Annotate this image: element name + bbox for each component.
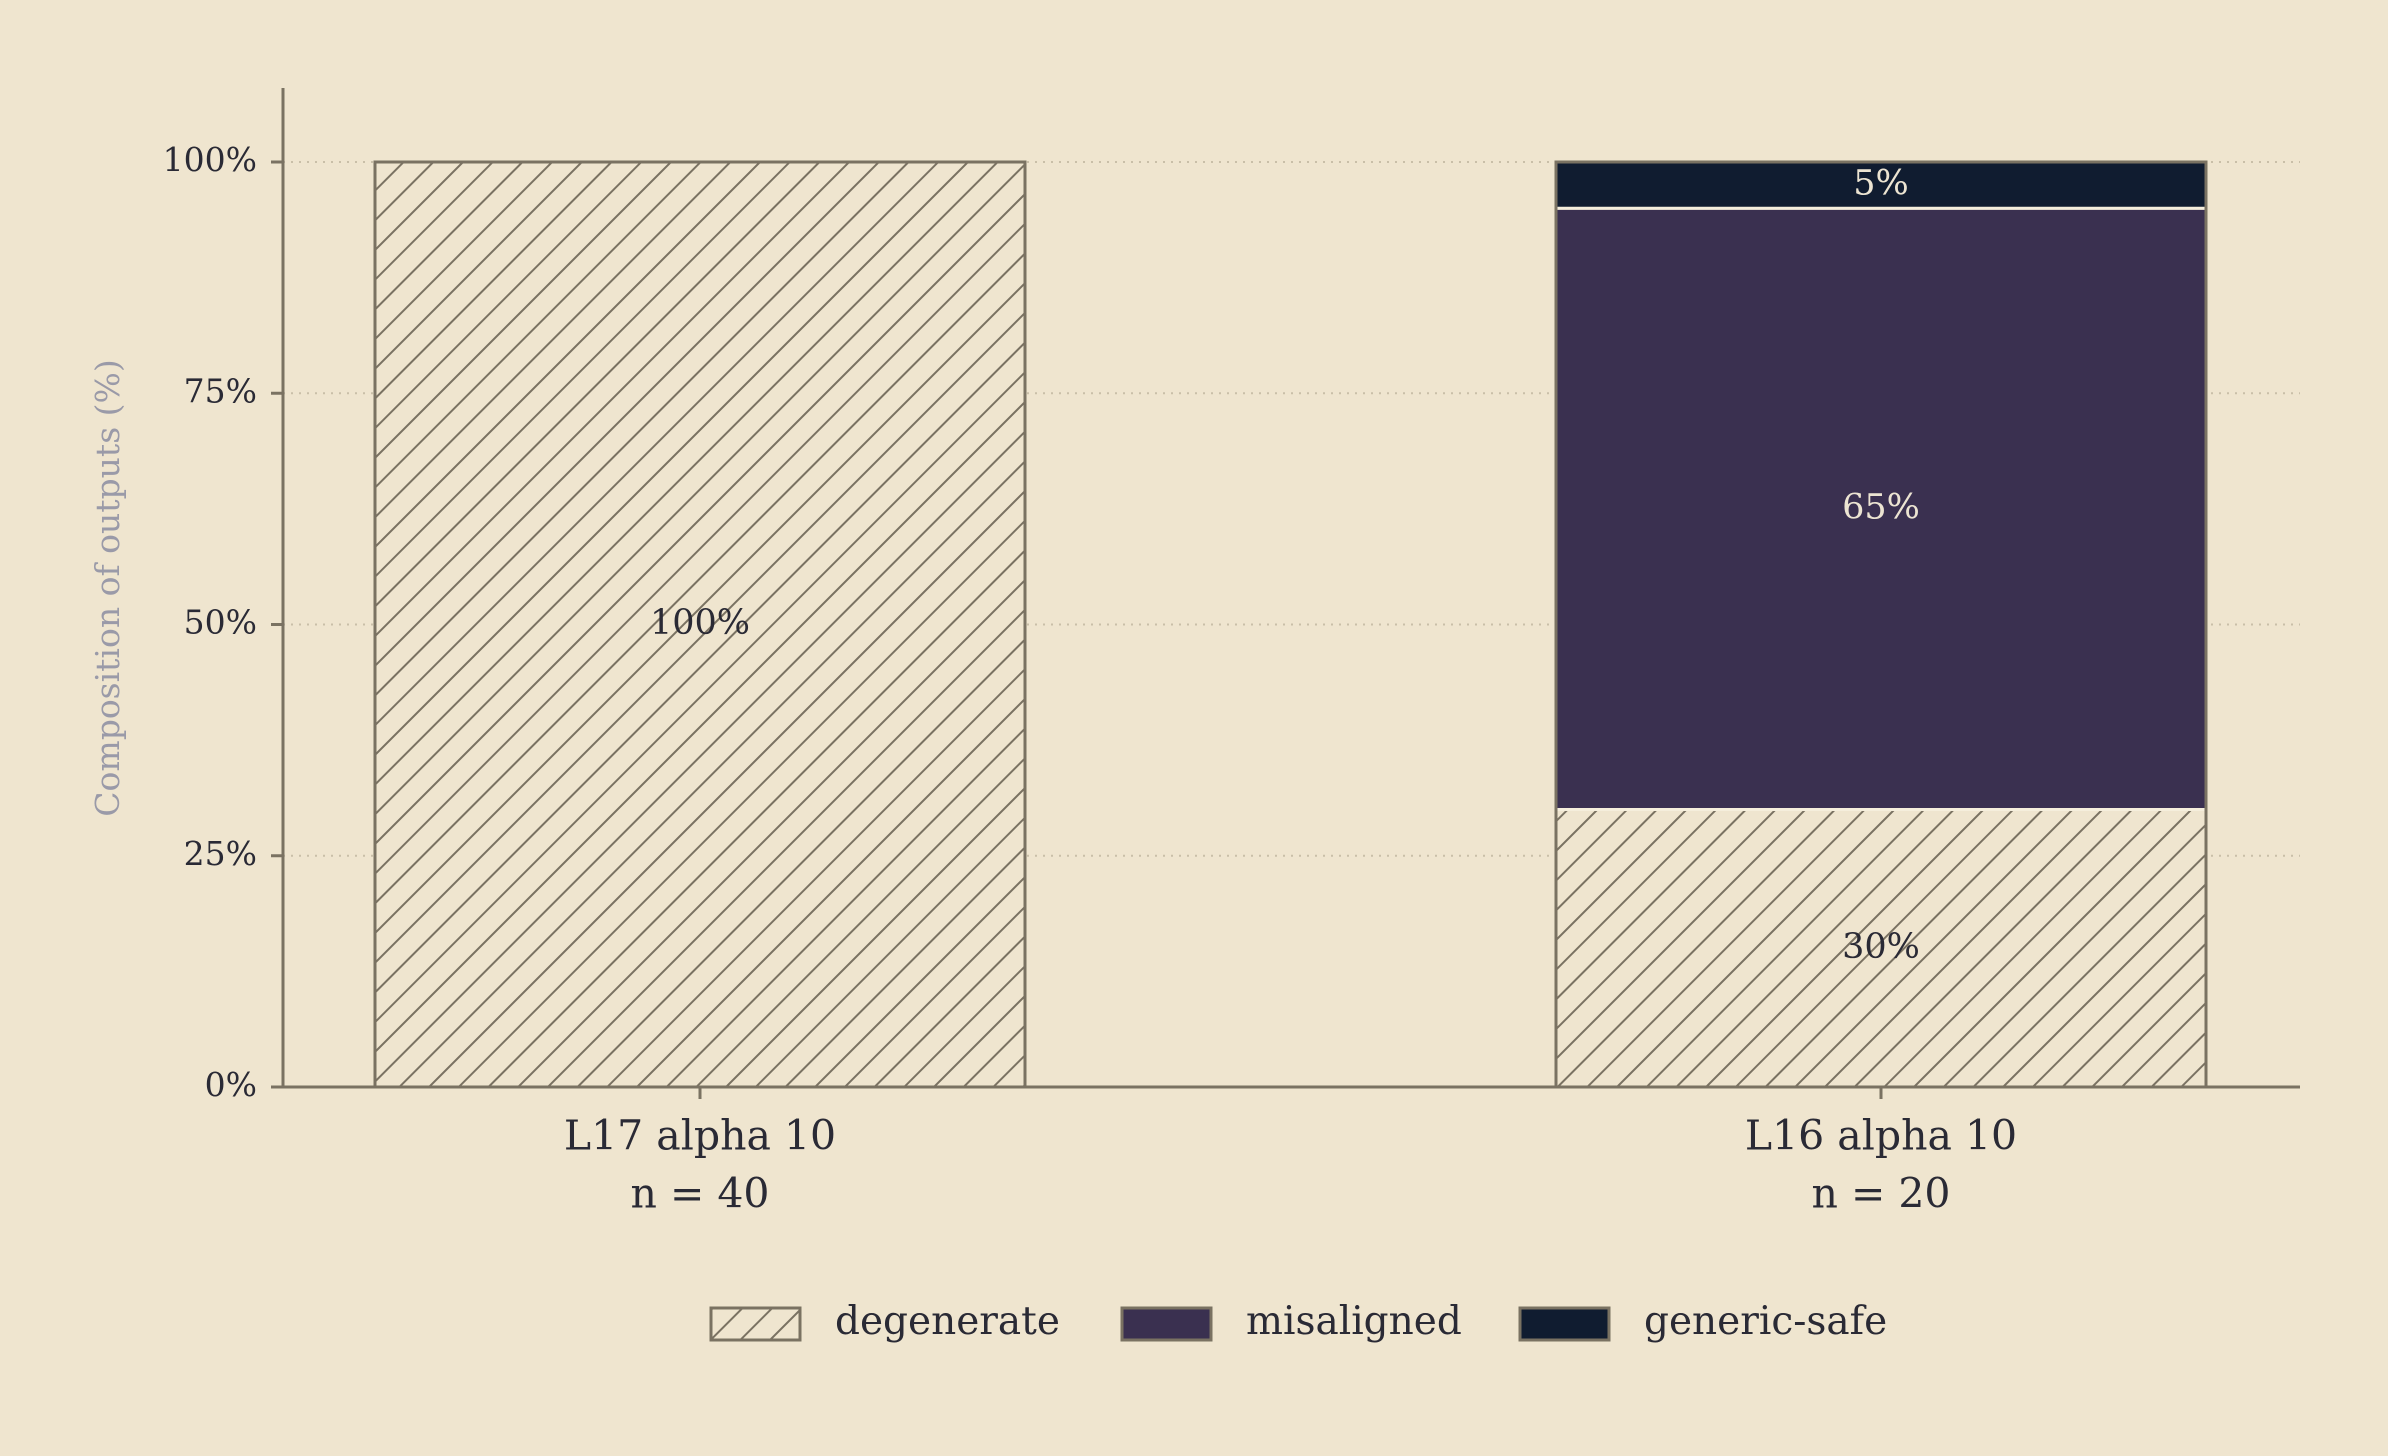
legend-label: misaligned: [1246, 1299, 1462, 1344]
y-tick-label: 25%: [184, 834, 257, 873]
legend-swatch: [1120, 1306, 1213, 1342]
value-label: 30%: [1842, 927, 1920, 967]
bar-segment: [1554, 206, 2208, 811]
y-tick-label: 0%: [205, 1065, 257, 1104]
x-tick-label: L16 alpha 10: [1745, 1112, 2017, 1160]
legend-swatch: [1518, 1306, 1611, 1342]
bar-segment: [1554, 808, 2208, 1089]
value-label: 100%: [650, 603, 750, 643]
y-tick-label: 75%: [184, 371, 257, 410]
legend-swatch: [709, 1306, 802, 1342]
y-tick-label: 100%: [163, 140, 257, 179]
y-tick-label: 50%: [184, 603, 257, 642]
value-label: 65%: [1842, 487, 1920, 527]
bar-segment: [373, 160, 1027, 1089]
legend-label: generic-safe: [1644, 1299, 1887, 1344]
value-label: 5%: [1853, 164, 1909, 204]
x-tick-label: L17 alpha 10: [564, 1112, 836, 1160]
y-axis-label: Composition of outputs (%): [88, 359, 127, 816]
legend-label: degenerate: [835, 1299, 1060, 1344]
sample-size-label: n = 40: [631, 1170, 770, 1218]
sample-size-label: n = 20: [1812, 1170, 1951, 1218]
